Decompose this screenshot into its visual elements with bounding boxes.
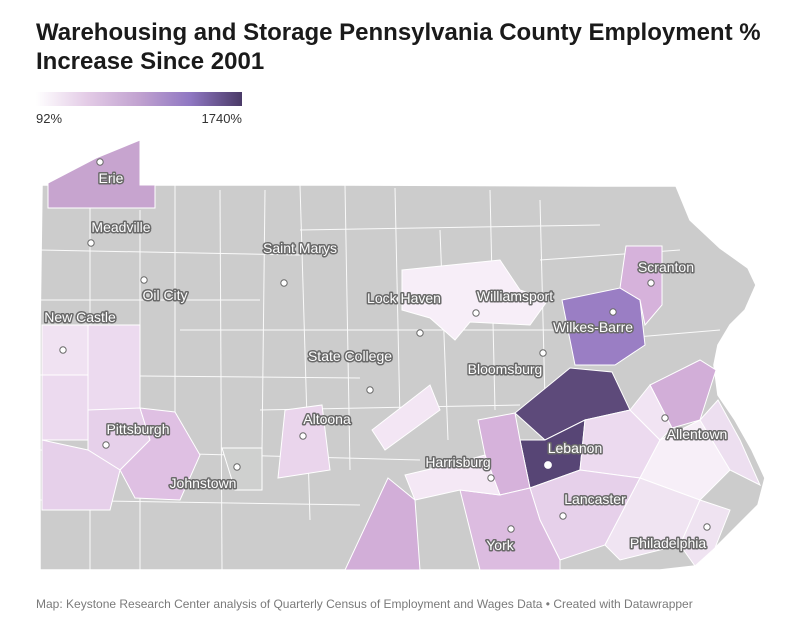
city-marker: New Castle bbox=[43, 308, 117, 354]
map-title: Warehousing and Storage Pennsylvania Cou… bbox=[36, 19, 761, 75]
county-butler bbox=[87, 324, 141, 411]
city-marker: Oil City bbox=[140, 276, 189, 305]
city-label-saint-marys: Saint Marys bbox=[263, 240, 337, 256]
city-label-harrisburg: Harrisburg bbox=[425, 454, 490, 470]
county-lackawanna bbox=[619, 245, 663, 327]
city-label-new-castle: New Castle bbox=[44, 309, 116, 325]
county-fills bbox=[41, 139, 762, 571]
city-markers: Erie Meadville Saint Marys Oil City New … bbox=[43, 158, 729, 555]
county-montgomery bbox=[639, 419, 731, 501]
city-marker: Lebanon bbox=[544, 439, 604, 469]
county-franklin bbox=[344, 477, 421, 571]
color-legend: 92% 1740% bbox=[36, 92, 242, 126]
county-delaware bbox=[679, 499, 731, 567]
county-lehigh bbox=[629, 384, 673, 441]
legend-min-label: 92% bbox=[36, 111, 63, 126]
city-label-allentown: Allentown bbox=[667, 426, 728, 442]
county-cambria bbox=[221, 447, 263, 491]
city-marker: Philadelphia bbox=[628, 523, 711, 553]
city-marker: Meadville bbox=[87, 218, 152, 247]
city-label-pittsburgh: Pittsburgh bbox=[106, 421, 169, 437]
county-bucks bbox=[699, 399, 762, 487]
city-label-lebanon: Lebanon bbox=[548, 440, 603, 456]
county-chester bbox=[604, 477, 701, 561]
city-label-wilkes-barre: Wilkes-Barre bbox=[553, 319, 633, 335]
county-erie bbox=[47, 139, 156, 209]
city-label-johnstown: Johnstown bbox=[170, 475, 237, 491]
city-label-york: York bbox=[486, 537, 515, 553]
city-label-philadelphia: Philadelphia bbox=[630, 535, 706, 551]
city-marker: State College bbox=[306, 347, 394, 394]
map-source-footer: Map: Keystone Research Center analysis o… bbox=[36, 597, 693, 611]
city-label-bloomsburg: Bloomsburg bbox=[468, 361, 543, 377]
city-marker: Johnstown bbox=[168, 463, 241, 493]
city-label-lock-haven: Lock Haven bbox=[367, 290, 441, 306]
city-marker: Williamsport bbox=[472, 287, 555, 317]
city-marker: Scranton bbox=[636, 258, 696, 287]
city-label-scranton: Scranton bbox=[638, 259, 694, 275]
city-label-lancaster: Lancaster bbox=[564, 491, 626, 507]
pennsylvania-county-map: Erie Meadville Saint Marys Oil City New … bbox=[39, 139, 766, 571]
county-washington bbox=[41, 439, 121, 511]
city-marker: Saint Marys bbox=[262, 239, 338, 287]
city-marker: Harrisburg bbox=[424, 453, 495, 482]
city-label-meadville: Meadville bbox=[91, 219, 150, 235]
county-beaver bbox=[41, 374, 89, 441]
city-marker: Altoona bbox=[299, 410, 352, 440]
city-marker: Allentown bbox=[661, 414, 729, 444]
county-blair bbox=[277, 404, 331, 479]
city-marker: Lock Haven bbox=[366, 289, 442, 337]
city-label-altoona: Altoona bbox=[303, 411, 351, 427]
city-marker: Bloomsburg bbox=[466, 349, 547, 379]
legend-gradient-bar bbox=[36, 92, 242, 106]
county-borders bbox=[39, 184, 721, 571]
city-label-erie: Erie bbox=[99, 170, 124, 186]
city-marker: Lancaster bbox=[559, 490, 628, 520]
city-marker: York bbox=[485, 525, 516, 555]
county-westmoreland bbox=[119, 407, 201, 501]
city-marker: Pittsburgh bbox=[102, 420, 171, 449]
county-mifflin bbox=[371, 384, 441, 451]
city-label-state-college: State College bbox=[308, 348, 392, 364]
city-marker: Wilkes-Barre bbox=[551, 308, 635, 337]
legend-max-label: 1740% bbox=[201, 111, 242, 126]
city-label-oil-city: Oil City bbox=[142, 287, 187, 303]
county-lycoming bbox=[401, 259, 549, 341]
city-label-williamsport: Williamsport bbox=[477, 288, 553, 304]
city-marker: Erie bbox=[96, 158, 125, 188]
